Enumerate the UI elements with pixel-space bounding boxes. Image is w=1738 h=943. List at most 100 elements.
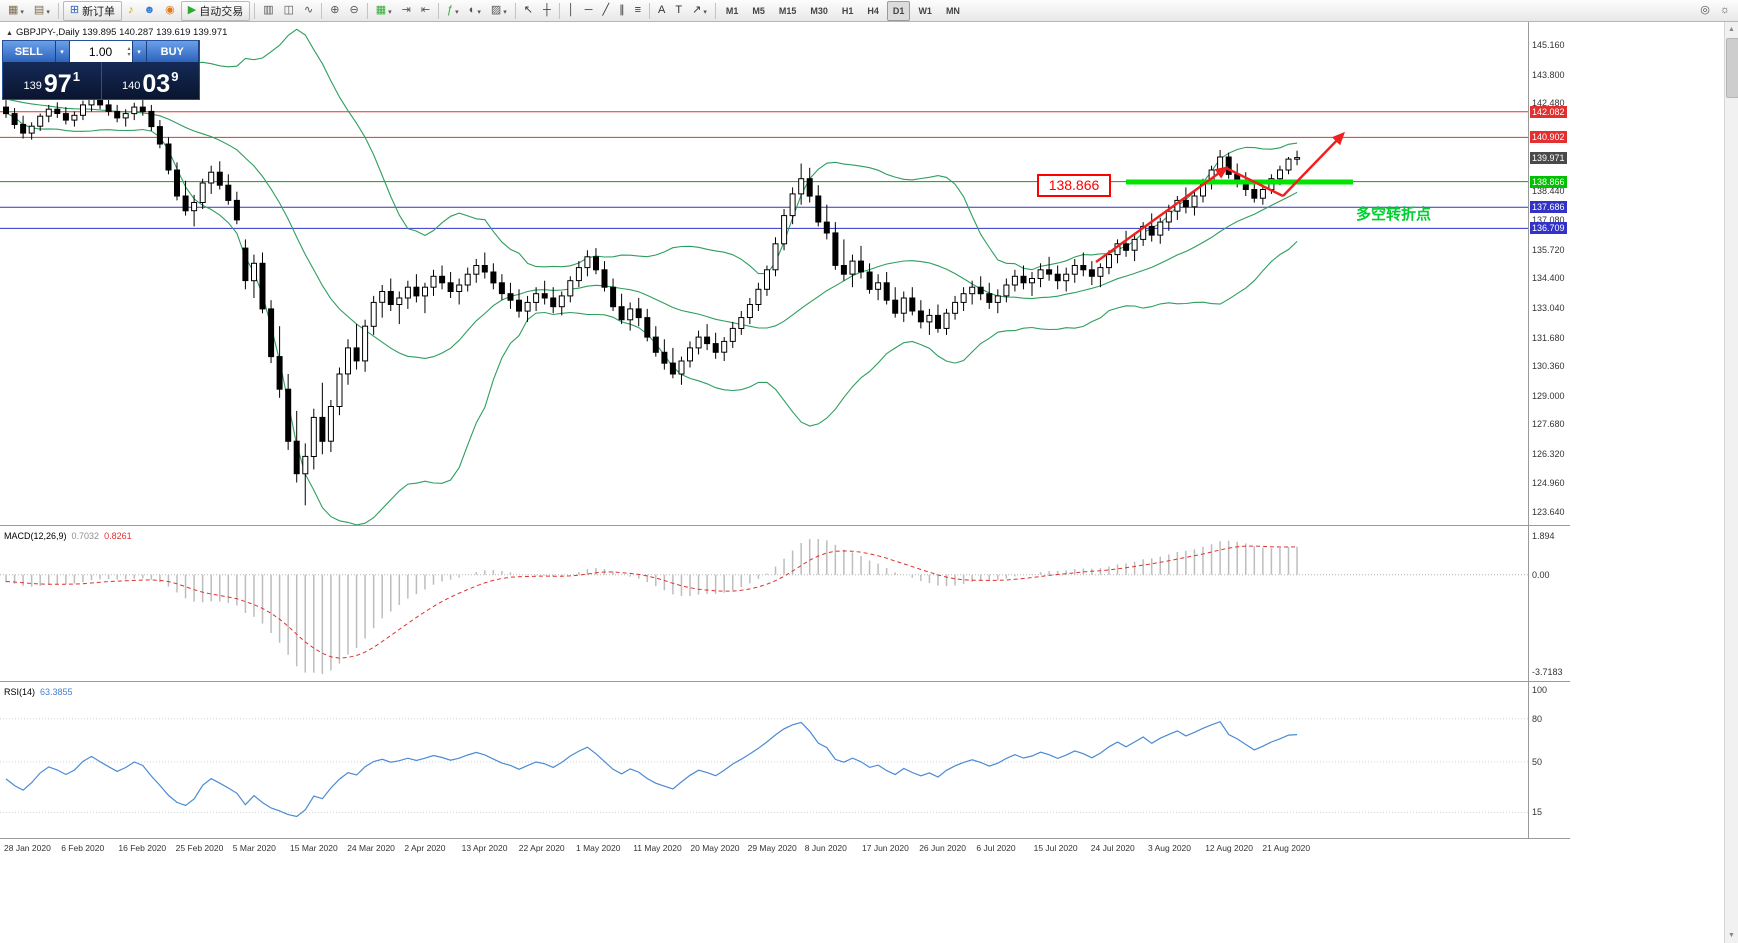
bar-chart-button[interactable]: ▥ xyxy=(259,1,277,21)
settings-icon: ☼ xyxy=(1719,4,1730,16)
community-button[interactable]: ◉ xyxy=(161,1,179,21)
auto-scroll-icon: ⇥ xyxy=(401,4,411,16)
price-line-label: 140.902 xyxy=(1530,131,1567,144)
scroll-down-button[interactable] xyxy=(1725,928,1738,943)
text-button[interactable]: A xyxy=(654,1,669,21)
timeframe-d1[interactable]: D1 xyxy=(886,0,911,21)
panel-separator[interactable] xyxy=(0,681,1570,682)
timeframe-m1[interactable]: M1 xyxy=(725,5,739,16)
date-label: 25 Feb 2020 xyxy=(175,843,224,853)
trendline-button[interactable]: ╱ xyxy=(598,1,613,21)
candlestick-icon: ◫ xyxy=(283,4,295,16)
tile-windows-button[interactable]: ▦ xyxy=(372,1,396,21)
rsi-title: RSI(14) xyxy=(4,687,36,697)
templates-button[interactable]: ▨ xyxy=(487,1,511,21)
toolbar-separator xyxy=(649,2,651,19)
timeframe-w1[interactable]: W1 xyxy=(918,5,932,16)
buy-price-pips: 03 xyxy=(142,70,171,98)
rsi-line xyxy=(5,720,1298,818)
macd-axis[interactable]: 1.894 0.00 -3.7183 xyxy=(1529,527,1570,681)
date-label: 15 Mar 2020 xyxy=(290,843,338,853)
volume-field[interactable]: 1.00 xyxy=(69,41,133,62)
toolbar-separator xyxy=(57,2,59,19)
label-icon: T xyxy=(675,4,683,16)
date-label: 5 Mar 2020 xyxy=(232,843,276,853)
date-axis[interactable]: 28 Jan 2020 6 Feb 2020 16 Feb 2020 25 Feb 2… xyxy=(0,839,1570,859)
scroll-up-button[interactable] xyxy=(1725,22,1738,37)
timeframe-m30[interactable]: M30 xyxy=(810,5,828,16)
collapse-icon[interactable] xyxy=(6,27,16,38)
crosshair-button[interactable]: ┼ xyxy=(539,1,555,21)
timeframe-h1[interactable]: H1 xyxy=(841,5,854,16)
timeframe-m15[interactable]: M15 xyxy=(778,5,797,16)
chevron-down-icon xyxy=(46,5,50,17)
timeframe-h4[interactable]: H4 xyxy=(867,5,879,16)
chart-shift-button[interactable]: ⇤ xyxy=(417,1,434,21)
tile-windows-icon: ▦ xyxy=(375,4,387,16)
candlestick-button[interactable]: ◫ xyxy=(280,1,298,21)
indicators-button[interactable]: ƒ xyxy=(443,1,463,21)
market-button[interactable]: ☻ xyxy=(140,1,160,21)
new-chart-button[interactable]: ▦ xyxy=(4,1,28,21)
zoom-in-button[interactable]: ⊕ xyxy=(326,1,343,21)
panel-separator[interactable] xyxy=(0,525,1570,526)
price-tick: 123.640 xyxy=(1532,506,1565,517)
date-label: 22 Apr 2020 xyxy=(518,843,565,853)
line-chart-button[interactable]: ∿ xyxy=(300,1,317,21)
autotrading-button[interactable]: ▶ 自动交易 xyxy=(180,0,251,21)
fibonacci-button[interactable]: ≡ xyxy=(631,1,645,21)
axis-separator xyxy=(0,838,1570,839)
settings-button[interactable]: ☼ xyxy=(1716,1,1734,21)
alerts-icon: ♪ xyxy=(128,4,134,16)
macd-panel[interactable] xyxy=(0,527,1528,681)
periods-button[interactable]: ◐ xyxy=(465,1,485,21)
date-label: 16 Feb 2020 xyxy=(118,843,167,853)
zoom-out-button[interactable]: ⊖ xyxy=(345,1,362,21)
buy-options-caret[interactable] xyxy=(132,41,147,62)
horizontal-line-button[interactable]: ─ xyxy=(581,1,597,21)
chevron-down-icon xyxy=(388,5,392,17)
periods-icon: ◐ xyxy=(468,4,476,16)
buy-price[interactable]: 140 03 9 xyxy=(102,62,200,99)
new-order-button[interactable]: ⊞ 新订单 xyxy=(62,0,123,21)
volume-spinner[interactable] xyxy=(127,41,130,62)
date-label: 26 Jun 2020 xyxy=(919,843,966,853)
price-axis-border xyxy=(1528,22,1529,838)
price-axis[interactable]: 145.160 143.800 142.480 138.440 137.080 135.7… xyxy=(1529,22,1570,525)
trend-arrow xyxy=(1282,131,1346,197)
sell-button[interactable]: SELL xyxy=(3,41,56,62)
autotrading-icon: ▶ xyxy=(187,4,197,16)
vertical-scrollbar[interactable] xyxy=(1724,22,1738,943)
price-tick: 134.400 xyxy=(1532,273,1565,284)
search-button[interactable]: ◎ xyxy=(1696,1,1714,21)
arrows-button[interactable]: ↗ xyxy=(688,1,711,21)
sell-price[interactable]: 139 97 1 xyxy=(3,62,102,99)
alerts-button[interactable]: ♪ xyxy=(124,1,138,21)
timeframe-mn[interactable]: MN xyxy=(945,5,960,16)
sell-options-caret[interactable] xyxy=(55,41,70,62)
vertical-line-button[interactable]: │ xyxy=(564,1,579,21)
date-label: 6 Jul 2020 xyxy=(976,843,1016,853)
zoom-out-icon: ⊖ xyxy=(349,4,359,16)
cursor-button[interactable]: ↖ xyxy=(520,1,537,21)
date-label: 11 May 2020 xyxy=(633,843,682,853)
spin-down-icon[interactable] xyxy=(127,52,130,58)
sell-price-pips: 97 xyxy=(43,70,72,98)
rsi-panel[interactable] xyxy=(0,683,1528,838)
price-tick: 131.680 xyxy=(1532,332,1565,343)
price-chart[interactable]: 138.866 多空转折点 xyxy=(0,22,1528,525)
scrollbar-thumb[interactable] xyxy=(1726,38,1738,98)
label-button[interactable]: T xyxy=(671,1,686,21)
timeframe-m5[interactable]: M5 xyxy=(752,5,765,16)
auto-scroll-button[interactable]: ⇥ xyxy=(398,1,415,21)
buy-button[interactable]: BUY xyxy=(146,41,199,62)
bar-chart-icon: ▥ xyxy=(263,4,274,16)
trend-arrow xyxy=(1225,166,1284,198)
date-label: 28 Jan 2020 xyxy=(4,843,51,853)
rsi-axis[interactable]: 100 80 50 15 xyxy=(1529,683,1570,838)
channel-button[interactable]: ∥ xyxy=(615,1,629,21)
profiles-button[interactable]: ▤ xyxy=(30,1,54,21)
bollinger-lower xyxy=(5,112,1298,525)
symbol-ohlc-text: GBPJPY-,Daily 139.895 140.287 139.619 13… xyxy=(15,27,228,38)
